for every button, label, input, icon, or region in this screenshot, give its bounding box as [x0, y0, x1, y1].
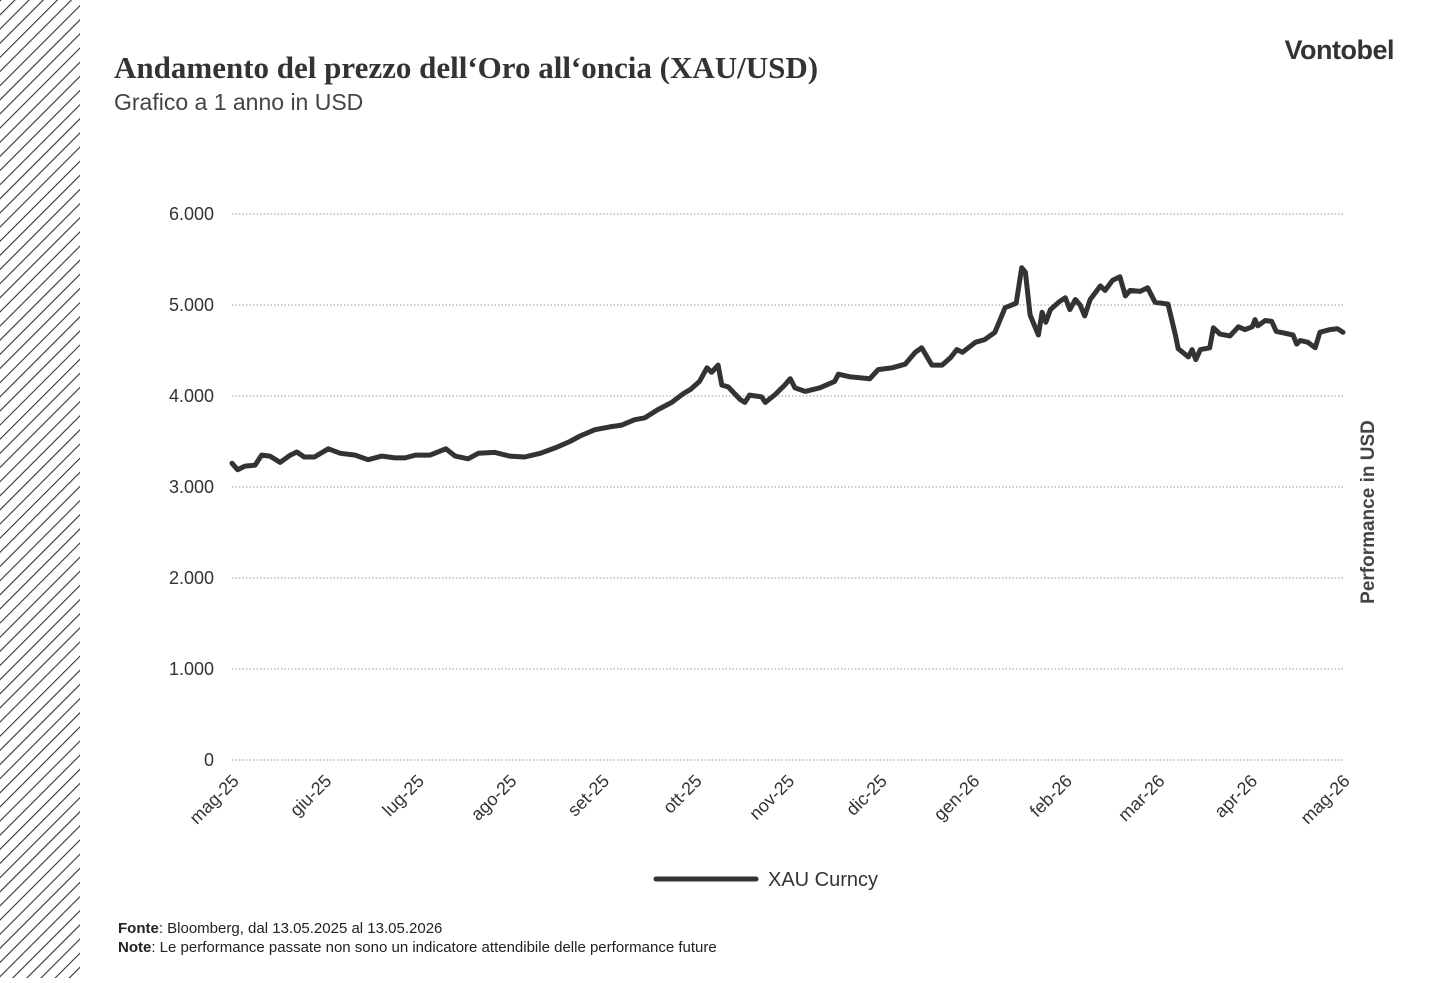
- footnote-source: Fonte: Bloomberg, dal 13.05.2025 al 13.0…: [118, 920, 442, 937]
- series-line: [229, 265, 1346, 473]
- chart-title: Andamento del prezzo dell‘Oro all‘oncia …: [114, 50, 818, 85]
- y-tick-label: 1.000: [169, 659, 214, 679]
- y-tick-label: 6.000: [169, 204, 214, 224]
- note-label: Note: [118, 939, 151, 956]
- source-label: Fonte: [118, 920, 159, 937]
- x-tick-label: dic-25: [842, 771, 891, 820]
- source-text: : Bloomberg, dal 13.05.2025 al 13.05.202…: [159, 920, 443, 937]
- y-tick-label: 2.000: [169, 568, 214, 588]
- x-tick-label: gen-26: [930, 771, 984, 825]
- x-tick-label: ago-25: [467, 771, 521, 825]
- x-tick-label: apr-26: [1210, 771, 1261, 822]
- note-text: : Le performance passate non sono un ind…: [151, 939, 716, 956]
- legend-label: XAU Curncy: [768, 869, 878, 891]
- y-tick-label: 5.000: [169, 295, 214, 315]
- x-tick-label: mar-26: [1114, 771, 1168, 825]
- x-tick-label: mag-26: [1297, 771, 1354, 828]
- brand-logo: Vontobel: [1285, 35, 1394, 65]
- chart-subtitle: Grafico a 1 anno in USD: [114, 89, 363, 115]
- x-tick-label: mag-25: [186, 771, 243, 828]
- y-tick-label: 0: [204, 750, 214, 770]
- x-tick-label: lug-25: [378, 771, 428, 821]
- hatch-band: [0, 0, 80, 978]
- x-tick-label: set-25: [564, 771, 614, 821]
- x-tick-label: feb-26: [1026, 771, 1076, 821]
- x-tick-label: giu-25: [286, 771, 336, 821]
- y-tick-label: 4.000: [169, 386, 214, 406]
- plot-area: 0 1.000 2.000 3.000 4.000 5.000 6.000 mag-25 giu…: [169, 204, 1354, 891]
- x-tick-label: ott-25: [659, 771, 706, 818]
- y-tick-label: 3.000: [169, 477, 214, 497]
- y-axis-label: Performance in USD: [1358, 420, 1379, 604]
- footnote-note: Note: Le performance passate non sono un…: [118, 939, 717, 956]
- x-tick-label: nov-25: [745, 771, 798, 824]
